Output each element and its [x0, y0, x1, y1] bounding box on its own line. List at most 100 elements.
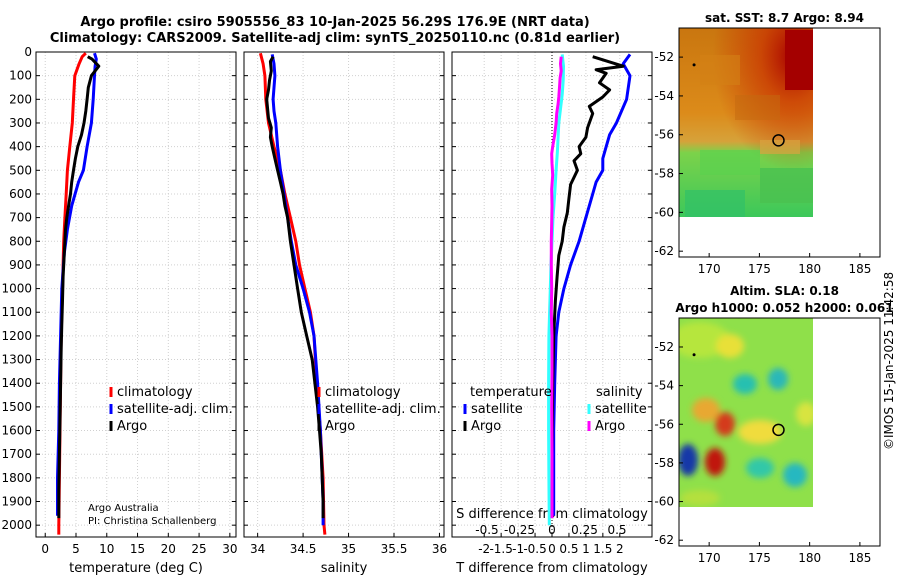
legend-label: climatology — [325, 385, 401, 400]
map-title: sat. SST: 8.7 Argo: 8.94 — [705, 11, 864, 25]
y-tick-label: 1500 — [1, 400, 32, 414]
y-tick-label: -60 — [654, 495, 674, 509]
map-panel-1: 170 175 180 185 -52 -54 -56 -58 -60 -62 sat. SST: … — [654, 11, 881, 276]
y-tick-label: 500 — [9, 163, 32, 177]
x-tick-label: 180 — [798, 551, 821, 565]
y-tick-label: 0 — [24, 45, 32, 59]
imos-timestamp: ©IMOS 15-Jan-2025 11:42:58 — [882, 271, 896, 450]
panel-frame — [243, 51, 445, 538]
x-tick-label: 185 — [848, 551, 871, 565]
sla-map-image — [679, 318, 813, 507]
legend-label: satellite-adj. clim. — [117, 402, 233, 417]
chart-title-line2: Climatology: CARS2009. Satellite-adj cli… — [49, 31, 621, 46]
y-tick-label: -52 — [654, 50, 674, 64]
legend-label: Argo — [595, 419, 625, 434]
x-tick-label: 5 — [72, 542, 80, 556]
argo-position-marker — [772, 423, 785, 437]
x-tick-label: -1 — [512, 542, 524, 556]
y-tick-label: 1400 — [1, 376, 32, 390]
x-tick-label: 30 — [222, 542, 237, 556]
y-tick-label: 1700 — [1, 447, 32, 461]
y-tick-label: 1600 — [1, 424, 32, 438]
x-tick-label: 170 — [698, 551, 721, 565]
series-line-salinity-argo — [549, 56, 563, 519]
y-tick-label: 300 — [9, 116, 32, 130]
map-title: Altim. SLA: 0.18 — [730, 284, 839, 298]
y-tick-label: -60 — [654, 205, 674, 219]
x-tick-label: 10 — [99, 542, 114, 556]
x-tick-label: 35 — [341, 542, 356, 556]
legend-label: Argo — [117, 419, 147, 434]
x-tick-label-top: -0.25 — [504, 523, 535, 537]
x-tick-label: 1.5 — [593, 542, 612, 556]
credit-text: Argo Australia PI: Christina Schallenber… — [88, 502, 216, 528]
y-tick-label: -62 — [654, 244, 674, 258]
profile-panel-1: 0100200300400500600700800900100011001200… — [1, 45, 237, 576]
y-tick-label: 700 — [9, 211, 32, 225]
x-tick-label: 36 — [432, 542, 447, 556]
y-tick-label: 2000 — [1, 518, 32, 532]
y-tick-label: 600 — [9, 187, 32, 201]
x-tick-label: 0 — [548, 542, 556, 556]
x-tick-label: 35.5 — [381, 542, 408, 556]
island-marker — [692, 63, 696, 67]
x-axis-label: temperature (deg C) — [69, 561, 203, 576]
map-frame — [678, 317, 881, 547]
profile-panel-2: 34 34.5 35 35.5 36 salinity climatology satelli… — [243, 51, 447, 576]
argo-position-marker — [772, 134, 785, 147]
legend-label: satellite — [595, 402, 647, 417]
legend-label: Argo — [471, 419, 501, 434]
x-tick-label: 2 — [616, 542, 624, 556]
y-tick-label: 800 — [9, 234, 32, 248]
x-tick-label: 1 — [582, 542, 590, 556]
x-tick-label: 34.5 — [290, 542, 317, 556]
y-tick-label: 100 — [9, 69, 32, 83]
y-tick-label: -52 — [654, 340, 674, 354]
y-tick-label: -62 — [654, 533, 674, 547]
y-tick-label: 400 — [9, 140, 32, 154]
legend-label: climatology — [117, 385, 193, 400]
x-tick-label-top: 0 — [548, 523, 556, 537]
series-line-temperature-satellite — [552, 53, 632, 516]
x-tick-label: 15 — [130, 542, 145, 556]
x-tick-label: 0.5 — [559, 542, 578, 556]
map-panel-2: 170 175 180 185 -52 -54 -56 -58 -60 -62 Altim. SLA… — [654, 284, 893, 565]
series-line-temperature-argo — [550, 55, 625, 519]
legend-label: satellite-adj. clim. — [325, 402, 441, 417]
y-tick-label: 900 — [9, 258, 32, 272]
x-tick-label-top: 0.5 — [607, 523, 626, 537]
y-tick-label: 200 — [9, 92, 32, 106]
x-tick-label: -1.5 — [489, 542, 512, 556]
x-tick-label: 185 — [848, 262, 871, 276]
x-tick-label: 175 — [748, 262, 771, 276]
map-frame — [678, 27, 881, 258]
y-tick-label: 1900 — [1, 495, 32, 509]
y-tick-label: -58 — [654, 167, 674, 181]
y-tick-label: -56 — [654, 128, 674, 142]
x-tick-label: 34 — [250, 542, 265, 556]
x-tick-label-top: -0.5 — [475, 523, 498, 537]
x-tick-label: 170 — [698, 262, 721, 276]
y-tick-label: -54 — [654, 89, 674, 103]
island-marker — [692, 353, 696, 357]
credit-line2: PI: Christina Schallenberg — [88, 516, 217, 527]
x-tick-label: -0.5 — [523, 542, 546, 556]
x-tick-label: 180 — [798, 262, 821, 276]
y-tick-label: 1100 — [1, 305, 32, 319]
series-line-salinity-satellite — [547, 54, 565, 526]
y-tick-label: 1200 — [1, 329, 32, 343]
panel-frame — [35, 51, 237, 538]
x-tick-label-top: 0.25 — [571, 523, 598, 537]
legend-label: Argo — [325, 419, 355, 434]
x-tick-label: 25 — [191, 542, 206, 556]
legend-title-salinity: salinity — [596, 385, 643, 400]
chart-title-line1: Argo profile: csiro 5905556_83 10-Jan-20… — [80, 15, 590, 30]
x-tick-label: 0 — [41, 542, 49, 556]
y-tick-label: -58 — [654, 456, 674, 470]
credit-line1: Argo Australia — [88, 503, 159, 514]
x-tick-label: -2 — [478, 542, 490, 556]
map-subtitle: Argo h1000: 0.052 h2000: 0.061 — [675, 301, 893, 315]
legend-title-temperature: temperature — [470, 385, 552, 400]
x-axis-label: salinity — [321, 561, 368, 576]
